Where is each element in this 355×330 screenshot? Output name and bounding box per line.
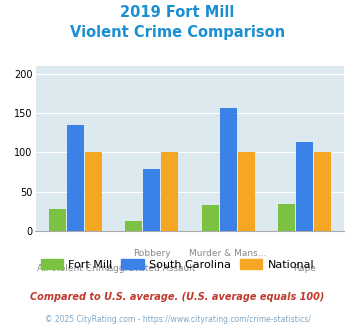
- Bar: [49, 209, 66, 231]
- Bar: [85, 152, 102, 231]
- Legend: Fort Mill, South Carolina, National: Fort Mill, South Carolina, National: [36, 255, 319, 274]
- Text: Violent Crime Comparison: Violent Crime Comparison: [70, 25, 285, 40]
- Bar: [314, 152, 331, 231]
- Bar: [278, 204, 295, 231]
- Text: Robbery: Robbery: [133, 249, 170, 258]
- Bar: [125, 221, 142, 231]
- Bar: [296, 142, 313, 231]
- Text: Rape: Rape: [293, 264, 316, 273]
- Text: Aggravated Assault: Aggravated Assault: [108, 264, 196, 273]
- Bar: [161, 152, 178, 231]
- Bar: [67, 125, 84, 231]
- Text: 2019 Fort Mill: 2019 Fort Mill: [120, 5, 235, 20]
- Text: Murder & Mans...: Murder & Mans...: [190, 249, 267, 258]
- Text: Compared to U.S. average. (U.S. average equals 100): Compared to U.S. average. (U.S. average …: [30, 292, 325, 302]
- Text: © 2025 CityRating.com - https://www.cityrating.com/crime-statistics/: © 2025 CityRating.com - https://www.city…: [45, 315, 310, 324]
- Text: All Violent Crime: All Violent Crime: [37, 264, 113, 273]
- Bar: [238, 152, 255, 231]
- Bar: [202, 205, 219, 231]
- Bar: [220, 108, 236, 231]
- Bar: [143, 169, 160, 231]
